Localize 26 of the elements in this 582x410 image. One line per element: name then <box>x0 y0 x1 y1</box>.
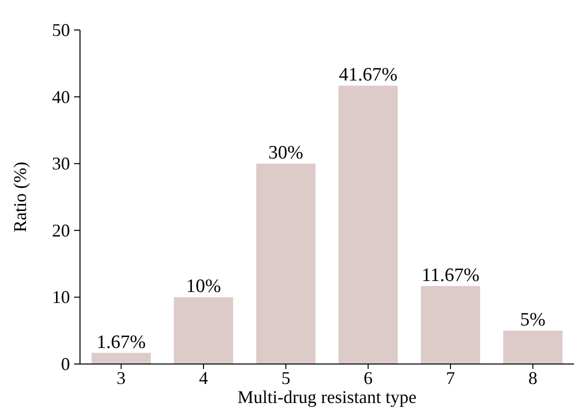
y-axis-title: Ratio (%) <box>10 162 30 232</box>
y-tick-label: 50 <box>52 20 70 40</box>
data-label: 41.67% <box>338 64 398 86</box>
data-label: 11.67% <box>422 265 480 286</box>
data-label: 10% <box>186 276 222 298</box>
y-tick-label: 30 <box>52 154 70 174</box>
bar <box>338 86 398 364</box>
x-tick-label: 6 <box>364 368 373 388</box>
bar <box>503 330 562 364</box>
y-tick-label: 0 <box>61 354 70 374</box>
y-tick-label: 10 <box>52 287 70 308</box>
bar <box>256 164 316 364</box>
x-tick-label: 8 <box>528 368 538 388</box>
x-axis-title: Multi-drug resistant type <box>238 387 416 407</box>
x-tick-label: 3 <box>116 368 126 388</box>
data-label: 1.67% <box>96 332 146 353</box>
y-tick-label: 20 <box>52 220 70 240</box>
x-tick-label: 5 <box>281 368 290 388</box>
data-label: 30% <box>268 142 304 164</box>
x-tick-label: 4 <box>199 368 208 388</box>
x-tick-label: 7 <box>446 368 455 388</box>
bar <box>92 352 151 364</box>
bar <box>420 286 480 364</box>
data-label: 5% <box>520 310 546 331</box>
y-tick-label: 40 <box>52 86 70 107</box>
bar <box>174 297 234 364</box>
